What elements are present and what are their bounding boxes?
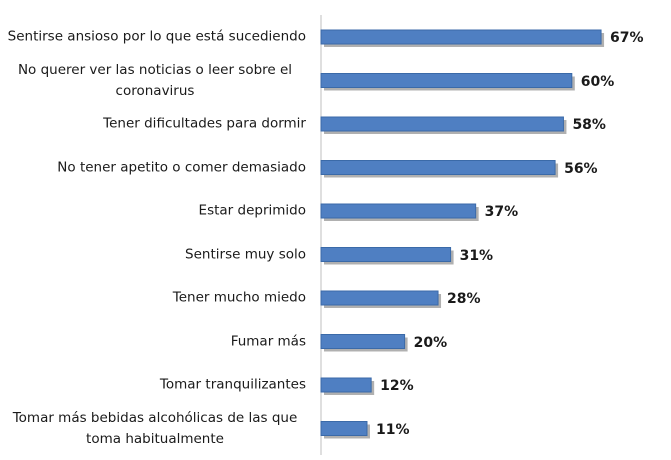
- category-label: No querer ver las noticias o leer sobre …: [4, 60, 306, 102]
- value-label: 60%: [580, 73, 615, 90]
- category-text: Tomar tranquilizantes: [159, 376, 306, 393]
- bar: [320, 377, 372, 393]
- bar: [320, 73, 573, 88]
- value-label: 28%: [447, 291, 481, 307]
- value-label: 11%: [375, 421, 410, 438]
- category-text: Fumar más: [230, 333, 306, 349]
- bar: [320, 247, 452, 262]
- category-label: Tomar tranquilizantes: [4, 375, 306, 396]
- category-text: Tener dificultades para dormir: [103, 115, 306, 132]
- category-label: No tener apetito o comer demasiado: [4, 157, 306, 178]
- category-text: Estar deprimido: [198, 202, 306, 219]
- bar: [320, 421, 368, 436]
- value-label: 20%: [413, 334, 448, 351]
- value-label: 31%: [459, 247, 494, 264]
- category-text: Sentirse muy solo: [185, 246, 306, 262]
- bar: [320, 160, 556, 175]
- category-text: Tener mucho miedo: [172, 289, 306, 306]
- value-label: 67%: [610, 30, 644, 46]
- category-text: No querer ver las noticias o leer sobre …: [17, 61, 293, 99]
- category-label: Fumar más: [4, 331, 306, 352]
- category-label: Tomar más bebidas alcohólicas de las que…: [4, 408, 306, 450]
- category-label: Sentirse muy solo: [4, 244, 306, 265]
- value-label: 56%: [564, 160, 598, 177]
- category-label: Tener mucho miedo: [4, 288, 306, 309]
- bar: [320, 334, 406, 349]
- value-label: 37%: [484, 204, 519, 220]
- bar: [320, 29, 602, 45]
- category-text: Tomar más bebidas alcohólicas de las que…: [12, 409, 298, 447]
- category-text: Sentirse ansioso por lo que está sucedie…: [7, 28, 306, 45]
- bar: [320, 290, 439, 306]
- category-label: Estar deprimido: [4, 201, 306, 222]
- value-label: 58%: [572, 117, 606, 133]
- value-label: 12%: [380, 378, 414, 394]
- category-text: No tener apetito o comer demasiado: [57, 159, 306, 175]
- bar: [320, 116, 564, 132]
- category-label: Sentirse ansioso por lo que está sucedie…: [4, 27, 306, 48]
- bar: [320, 203, 477, 219]
- category-label: Tener dificultades para dormir: [4, 114, 306, 135]
